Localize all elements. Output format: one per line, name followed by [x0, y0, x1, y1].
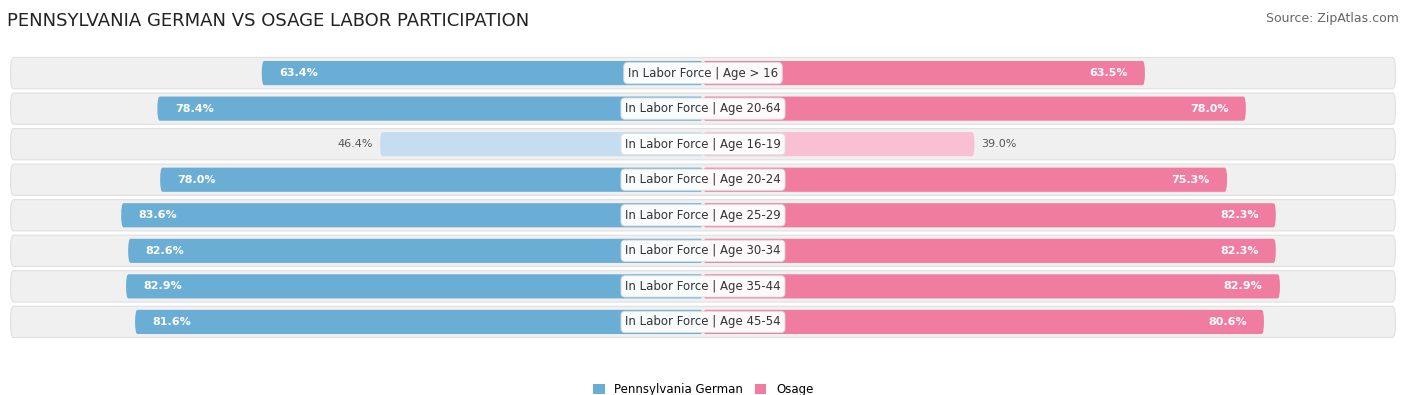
Text: In Labor Force | Age 30-34: In Labor Force | Age 30-34 — [626, 245, 780, 257]
Text: 82.9%: 82.9% — [143, 281, 183, 292]
FancyBboxPatch shape — [10, 57, 1396, 89]
Legend: Pennsylvania German, Osage: Pennsylvania German, Osage — [593, 384, 813, 395]
FancyBboxPatch shape — [703, 274, 1279, 299]
FancyBboxPatch shape — [703, 96, 1246, 121]
Text: 75.3%: 75.3% — [1171, 175, 1209, 185]
Text: 63.5%: 63.5% — [1090, 68, 1128, 78]
FancyBboxPatch shape — [127, 274, 703, 299]
FancyBboxPatch shape — [157, 96, 703, 121]
FancyBboxPatch shape — [10, 164, 1396, 196]
FancyBboxPatch shape — [262, 61, 703, 85]
Text: In Labor Force | Age 20-64: In Labor Force | Age 20-64 — [626, 102, 780, 115]
Text: 81.6%: 81.6% — [152, 317, 191, 327]
FancyBboxPatch shape — [10, 128, 1396, 160]
FancyBboxPatch shape — [10, 93, 1396, 124]
Text: 46.4%: 46.4% — [337, 139, 373, 149]
FancyBboxPatch shape — [10, 199, 1396, 231]
Text: In Labor Force | Age 45-54: In Labor Force | Age 45-54 — [626, 316, 780, 328]
Text: In Labor Force | Age 16-19: In Labor Force | Age 16-19 — [626, 138, 780, 150]
Text: 82.3%: 82.3% — [1220, 210, 1258, 220]
Text: 82.6%: 82.6% — [146, 246, 184, 256]
FancyBboxPatch shape — [703, 203, 1275, 228]
FancyBboxPatch shape — [121, 203, 703, 228]
Text: 78.0%: 78.0% — [1189, 103, 1229, 114]
FancyBboxPatch shape — [703, 239, 1275, 263]
FancyBboxPatch shape — [10, 271, 1396, 302]
Text: 78.4%: 78.4% — [174, 103, 214, 114]
Text: 82.9%: 82.9% — [1223, 281, 1263, 292]
Text: In Labor Force | Age 20-24: In Labor Force | Age 20-24 — [626, 173, 780, 186]
FancyBboxPatch shape — [160, 167, 703, 192]
Text: 39.0%: 39.0% — [981, 139, 1017, 149]
Text: PENNSYLVANIA GERMAN VS OSAGE LABOR PARTICIPATION: PENNSYLVANIA GERMAN VS OSAGE LABOR PARTI… — [7, 12, 529, 30]
Text: Source: ZipAtlas.com: Source: ZipAtlas.com — [1265, 12, 1399, 25]
FancyBboxPatch shape — [703, 61, 1144, 85]
FancyBboxPatch shape — [128, 239, 703, 263]
Text: In Labor Force | Age > 16: In Labor Force | Age > 16 — [628, 67, 778, 79]
Text: 78.0%: 78.0% — [177, 175, 217, 185]
Text: 80.6%: 80.6% — [1208, 317, 1247, 327]
FancyBboxPatch shape — [703, 132, 974, 156]
Text: 82.3%: 82.3% — [1220, 246, 1258, 256]
FancyBboxPatch shape — [703, 167, 1227, 192]
FancyBboxPatch shape — [380, 132, 703, 156]
Text: 83.6%: 83.6% — [139, 210, 177, 220]
FancyBboxPatch shape — [10, 235, 1396, 267]
Text: 63.4%: 63.4% — [280, 68, 318, 78]
Text: In Labor Force | Age 25-29: In Labor Force | Age 25-29 — [626, 209, 780, 222]
FancyBboxPatch shape — [10, 306, 1396, 338]
FancyBboxPatch shape — [703, 310, 1264, 334]
Text: In Labor Force | Age 35-44: In Labor Force | Age 35-44 — [626, 280, 780, 293]
FancyBboxPatch shape — [135, 310, 703, 334]
